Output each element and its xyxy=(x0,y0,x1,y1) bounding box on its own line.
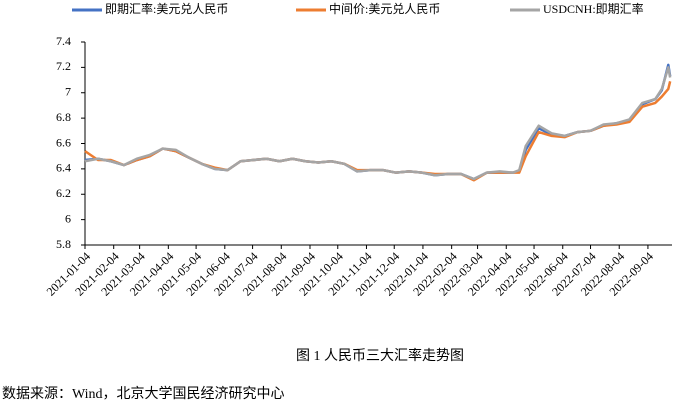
y-tick-label: 6.6 xyxy=(56,135,71,149)
legend-label: USDCNH:即期汇率 xyxy=(543,1,644,16)
legend-label: 即期汇率:美元兑人民币 xyxy=(105,1,228,16)
legend-label: 中间价:美元兑人民币 xyxy=(329,1,440,16)
y-tick-label: 7.4 xyxy=(56,34,71,48)
caption: 图 1 人民币三大汇率走势图 xyxy=(296,347,464,364)
y-tick-label: 6.8 xyxy=(56,110,71,124)
y-tick-label: 7.2 xyxy=(56,59,71,73)
y-tick-label: 5.8 xyxy=(56,237,71,251)
series-line xyxy=(84,63,672,181)
y-tick-label: 6 xyxy=(65,211,71,225)
source: 数据来源：Wind，北京大学国民经济研究中心 xyxy=(2,386,285,402)
y-tick-label: 6.2 xyxy=(56,186,71,200)
y-tick-label: 7 xyxy=(65,85,71,99)
y-tick-label: 6.4 xyxy=(56,161,71,175)
series-line xyxy=(84,66,672,181)
